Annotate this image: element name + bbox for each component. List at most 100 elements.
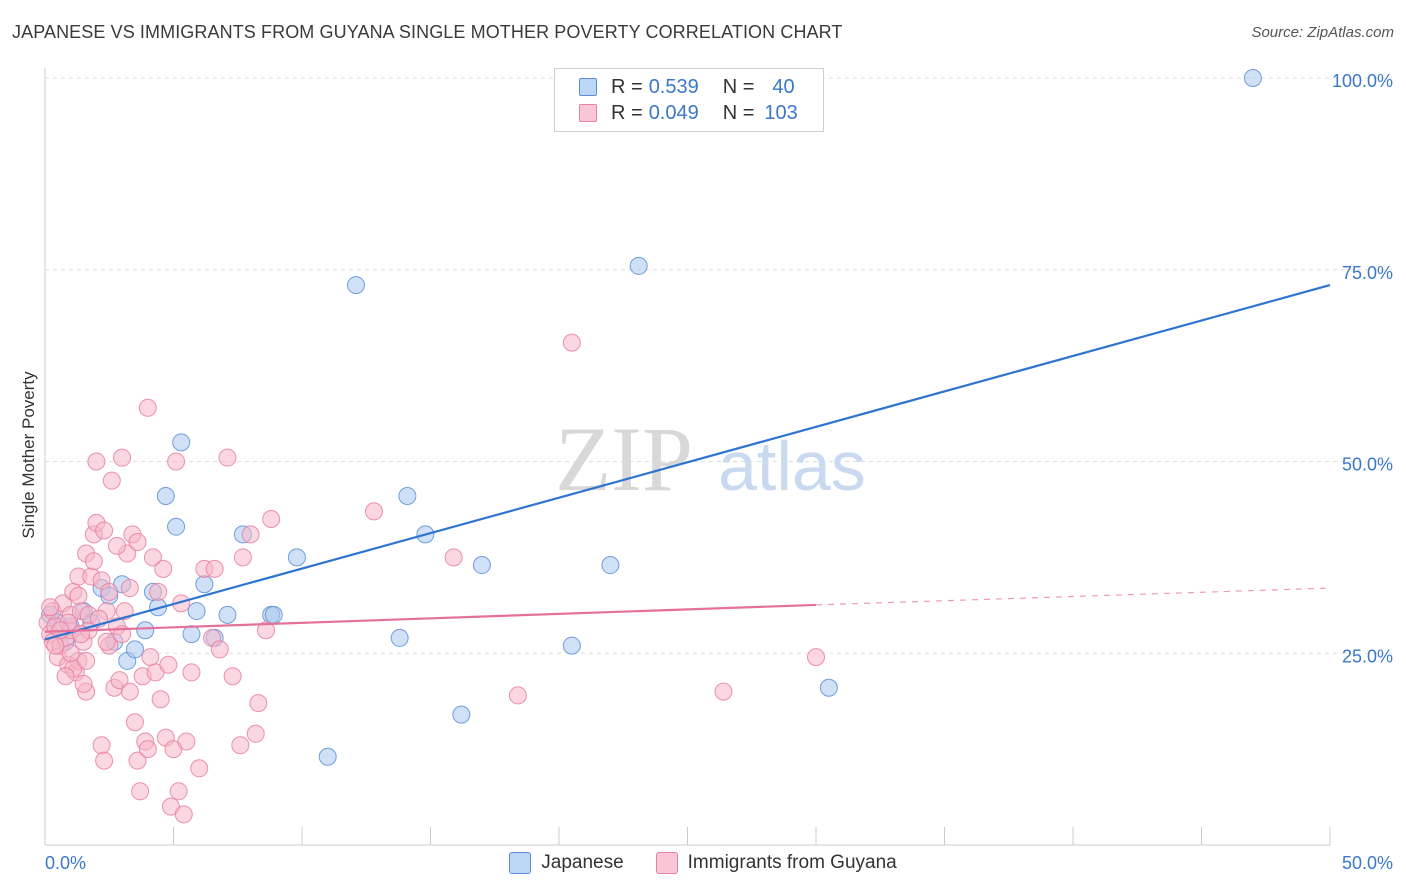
guyana-point [562, 333, 581, 352]
japanese-point [182, 625, 201, 644]
guyana-point [231, 736, 250, 755]
legend-n-label: N = [722, 75, 755, 98]
guyana-point [74, 674, 93, 693]
guyana-point [257, 621, 276, 640]
bottom-legend-japanese: Japanese [509, 852, 624, 874]
bottom-legend-label-japanese: Japanese [541, 852, 624, 873]
guyana-point [249, 694, 268, 713]
legend-r-value: 0.539 [648, 75, 699, 98]
japanese-point [472, 556, 491, 575]
guyana-point [151, 690, 170, 709]
guyana-point [138, 398, 157, 417]
y-tick-label: 100.0% [1332, 71, 1393, 91]
guyana-point [120, 682, 139, 701]
guyana-point [167, 452, 186, 471]
japanese-point [629, 256, 648, 275]
japanese-point [562, 636, 581, 655]
guyana-point [97, 632, 116, 651]
legend-row-guyana: R = 0.049 N = 103 [579, 101, 798, 125]
guyana-point [87, 452, 106, 471]
guyana-point [218, 448, 237, 467]
watermark-atlas: atlas [718, 427, 866, 505]
japanese-point [264, 605, 283, 624]
legend-r-label: R = [611, 101, 643, 124]
watermark: ZIP atlas [555, 408, 866, 510]
trend-line-guyana-dashed [815, 587, 1331, 606]
guyana-point [46, 636, 65, 655]
guyana-point [92, 736, 111, 755]
guyana-point [241, 525, 260, 544]
source-label: Source: ZipAtlas.com [1251, 24, 1394, 41]
japanese-point [398, 487, 417, 506]
tick-labels: 25.0% 50.0% 75.0% 100.0% 0.0% 50.0% [45, 71, 1393, 873]
bottom-legend-guyana: Immigrants from Guyana [655, 852, 897, 874]
legend-n-value: 103 [764, 101, 798, 124]
legend-swatch-guyana [579, 104, 597, 122]
watermark-zip: ZIP [555, 408, 693, 510]
y-axis-label: Single Mother Poverty [19, 371, 38, 539]
guyana-point [714, 682, 733, 701]
bottom-legend-label-guyana: Immigrants from Guyana [687, 852, 897, 873]
guyana-point [128, 533, 147, 552]
guyana-point [508, 686, 527, 705]
trend-line-japanese [44, 284, 1331, 641]
trend-layer [44, 284, 1331, 641]
guyana-point [223, 667, 242, 686]
legend-r-label: R = [611, 75, 643, 98]
japanese-point [1243, 69, 1262, 87]
guyana-point [177, 732, 196, 751]
guyana-point [262, 510, 281, 529]
japanese-point [167, 517, 186, 536]
japanese-point [172, 433, 191, 452]
guyana-point [110, 671, 129, 690]
grid-layer [45, 77, 1392, 654]
chart-title: JAPANESE VS IMMIGRANTS FROM GUYANA SINGL… [12, 22, 843, 42]
guyana-point [131, 782, 150, 801]
japanese-point [156, 487, 175, 506]
legend-r-value: 0.049 [648, 101, 699, 124]
guyana-point [205, 559, 224, 578]
guyana-point [84, 552, 103, 571]
y-tick-label: 25.0% [1342, 646, 1393, 666]
guyana-point [141, 648, 160, 667]
guyana-point [246, 724, 265, 743]
axes-layer [44, 68, 1331, 846]
guyana-point [128, 751, 147, 770]
japanese-point [187, 602, 206, 621]
guyana-point [233, 548, 252, 567]
guyana-point [169, 782, 188, 801]
japanese-point [390, 628, 409, 647]
legend-n-value: 40 [772, 75, 795, 98]
guyana-point [100, 582, 119, 601]
guyana-point [102, 471, 121, 490]
bottom-legend: Japanese Immigrants from Guyana [0, 852, 1406, 874]
x-tick-label: 50.0% [1342, 853, 1393, 873]
guyana-point [182, 663, 201, 682]
bottom-legend-swatch-guyana [655, 852, 678, 874]
series-guyana [38, 333, 825, 824]
japanese-point [601, 556, 620, 575]
guyana-point [159, 655, 178, 674]
japanese-point [346, 276, 365, 295]
japanese-point [287, 548, 306, 567]
guyana-point [174, 805, 193, 824]
japanese-point [195, 575, 214, 594]
legend-row-japanese: R = 0.539 N = 40 [579, 75, 795, 99]
guyana-point [125, 713, 144, 732]
y-tick-label: 50.0% [1342, 455, 1393, 475]
guyana-point [77, 651, 96, 670]
guyana-point [444, 548, 463, 567]
guyana-point [210, 640, 229, 659]
guyana-point [154, 559, 173, 578]
guyana-point [61, 644, 80, 663]
legend-swatch-japanese [579, 78, 597, 96]
japanese-point [318, 747, 337, 766]
guyana-point [113, 448, 132, 467]
guyana-point [107, 536, 126, 555]
guyana-point [190, 759, 209, 778]
guyana-point [138, 740, 157, 759]
japanese-point [125, 640, 144, 659]
legend-box: R = 0.539 N = 40 R = 0.049 N = 103 [554, 68, 824, 132]
guyana-point [149, 582, 168, 601]
